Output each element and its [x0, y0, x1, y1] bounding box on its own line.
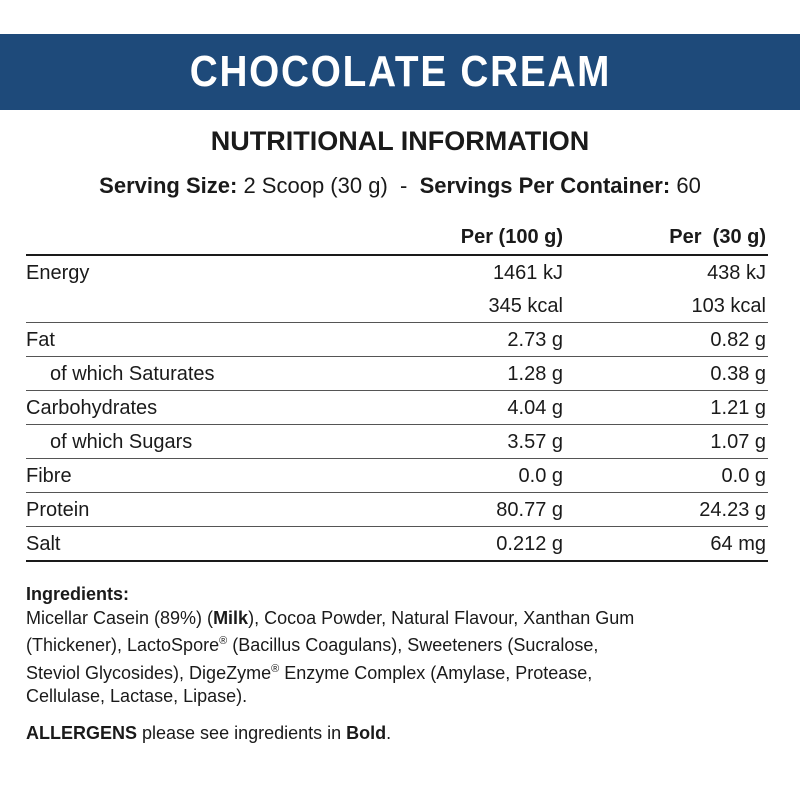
row-label: of which Sugars	[50, 431, 193, 453]
row-value-100g: 345 kcal	[488, 295, 564, 317]
row-value-100g: 0.212 g	[496, 533, 563, 555]
table-row: Protein 80.77 g 24.23 g	[26, 493, 768, 527]
servings-per-container-label: Servings Per Container:	[419, 173, 671, 198]
row-label: Carbohydrates	[26, 397, 158, 419]
row-label: Fat	[26, 329, 55, 351]
row-value-serving: 64 mg	[710, 533, 766, 555]
table-row: Energy 1461 kJ 438 kJ	[26, 256, 768, 289]
ingredients-text: Steviol Glycosides), DigeZyme	[26, 662, 272, 683]
row-value-100g: 1.28 g	[507, 363, 563, 385]
nutrition-heading: NUTRITIONAL INFORMATION	[210, 126, 590, 156]
registered-mark: ®	[271, 662, 280, 675]
row-value-serving: 1.21 g	[710, 397, 766, 419]
allergen-milk: Milk	[213, 607, 249, 628]
row-label: Protein	[26, 499, 90, 521]
ingredients-text: (Bacillus Coagulans), Sweeteners (Sucral…	[227, 635, 599, 655]
ingredients-text: (Thickener), LactoSpore	[26, 635, 220, 655]
allergens-text: please see ingredients in	[137, 723, 347, 743]
row-label: Salt	[26, 533, 61, 555]
ingredients-text: ), Cocoa Powder, Natural Flavour, Xantha…	[248, 607, 635, 628]
ingredients-line: Micellar Casein (89%) (Milk), Cocoa Powd…	[26, 607, 774, 631]
row-value-100g: 0.0 g	[518, 465, 563, 487]
ingredients-text: Enzyme Complex (Amylase, Protease,	[279, 662, 593, 683]
product-title: CHOCOLATE CREAM	[189, 47, 611, 96]
table-row: Carbohydrates 4.04 g 1.21 g	[26, 391, 768, 425]
row-value-serving: 0.0 g	[721, 465, 766, 487]
row-value-serving: 24.23 g	[699, 499, 766, 521]
table-row: 345 kcal 103 kcal	[26, 289, 768, 323]
serving-size-value: 2 Scoop (30 g)	[243, 173, 388, 198]
ingredients-line: Steviol Glycosides), DigeZyme® Enzyme Co…	[26, 658, 774, 686]
serving-size-label: Serving Size:	[99, 173, 238, 198]
serving-info: Serving Size: 2 Scoop (30 g) - Servings …	[0, 173, 800, 199]
row-value-100g: 3.57 g	[507, 431, 563, 453]
table-row: Salt 0.212 g 64 mg	[26, 527, 768, 562]
row-value-serving: 0.38 g	[710, 363, 766, 385]
row-value-serving: 0.82 g	[710, 329, 766, 351]
title-banner: CHOCOLATE CREAM	[0, 34, 800, 110]
row-value-100g: 4.04 g	[507, 397, 563, 419]
row-value-serving: 103 kcal	[691, 295, 767, 317]
table-row: Fat 2.73 g 0.82 g	[26, 323, 768, 357]
table-row: of which Saturates 1.28 g 0.38 g	[26, 357, 768, 391]
table-header: Per (100 g) Per (30 g)	[26, 222, 768, 256]
allergens-bold-word: Bold	[346, 723, 387, 743]
ingredients-line: (Thickener), LactoSpore® (Bacillus Coagu…	[26, 630, 774, 658]
servings-per-container-value: 60	[676, 173, 701, 198]
row-value-100g: 2.73 g	[507, 329, 563, 351]
nutrition-table: Per (100 g) Per (30 g) Energy 1461 kJ 43…	[26, 222, 768, 562]
ingredients-line: Cellulase, Lactase, Lipase).	[26, 685, 774, 709]
ingredients-text: Micellar Casein (89%) (	[26, 607, 214, 628]
header-per-100g: Per (100 g)	[460, 226, 563, 248]
row-label: Energy	[26, 262, 90, 284]
table-row: of which Sugars 3.57 g 1.07 g	[26, 425, 768, 459]
allergens-period: .	[386, 723, 392, 743]
registered-mark: ®	[219, 635, 228, 647]
allergens-label: ALLERGENS	[26, 723, 138, 743]
ingredients-title: Ingredients:	[26, 584, 130, 604]
row-value-serving: 1.07 g	[710, 431, 766, 453]
allergens-note: ALLERGENS please see ingredients in Bold…	[26, 723, 774, 744]
ingredients-section: Ingredients: Micellar Casein (89%) (Milk…	[26, 583, 774, 709]
row-value-100g: 1461 kJ	[492, 262, 563, 284]
ingredients-text: Cellulase, Lactase, Lipase).	[26, 686, 248, 706]
row-value-serving: 438 kJ	[707, 262, 766, 284]
table-row: Fibre 0.0 g 0.0 g	[26, 459, 768, 493]
row-value-100g: 80.77 g	[496, 499, 563, 521]
row-label: Fibre	[26, 465, 72, 487]
header-per-serving: Per (30 g)	[669, 226, 766, 248]
serving-separator: -	[400, 173, 408, 198]
row-label: of which Saturates	[50, 363, 215, 385]
